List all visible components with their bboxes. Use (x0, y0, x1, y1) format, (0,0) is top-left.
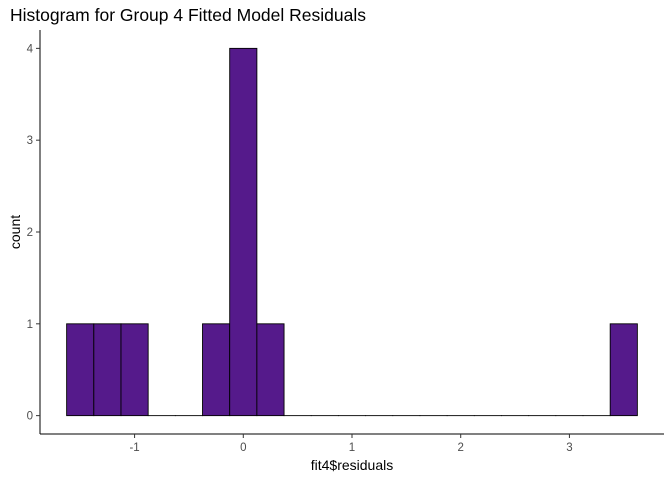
histogram-bar-20 (609, 323, 638, 417)
histogram-bar-2 (120, 323, 149, 417)
y-tick-label: 4 (27, 43, 34, 55)
histogram-bar-5 (202, 323, 231, 417)
y-tick-label: 0 (27, 411, 33, 423)
x-tick-label: 3 (566, 442, 572, 454)
y-axis-title: count (7, 215, 23, 249)
y-tick-label: 1 (27, 319, 33, 331)
x-axis-title: fit4$residuals (311, 457, 394, 473)
y-axis-ticks: 0 1 2 3 4 (27, 43, 40, 423)
histogram-bar-7 (256, 323, 285, 417)
histogram-bar-1 (93, 323, 122, 417)
y-tick-label: 2 (27, 227, 33, 239)
chart-title: Histogram for Group 4 Fitted Model Resid… (10, 5, 366, 25)
histogram-bar-6 (229, 47, 258, 417)
histogram-bars (66, 47, 638, 417)
y-tick-label: 3 (27, 135, 33, 147)
histogram-bar-0 (66, 323, 95, 417)
x-tick-label: -1 (129, 442, 139, 454)
x-tick-label: 2 (458, 442, 464, 454)
x-tick-label: 0 (240, 442, 246, 454)
x-tick-label: 1 (349, 442, 355, 454)
x-axis-ticks: -1 0 1 2 3 (129, 434, 573, 454)
